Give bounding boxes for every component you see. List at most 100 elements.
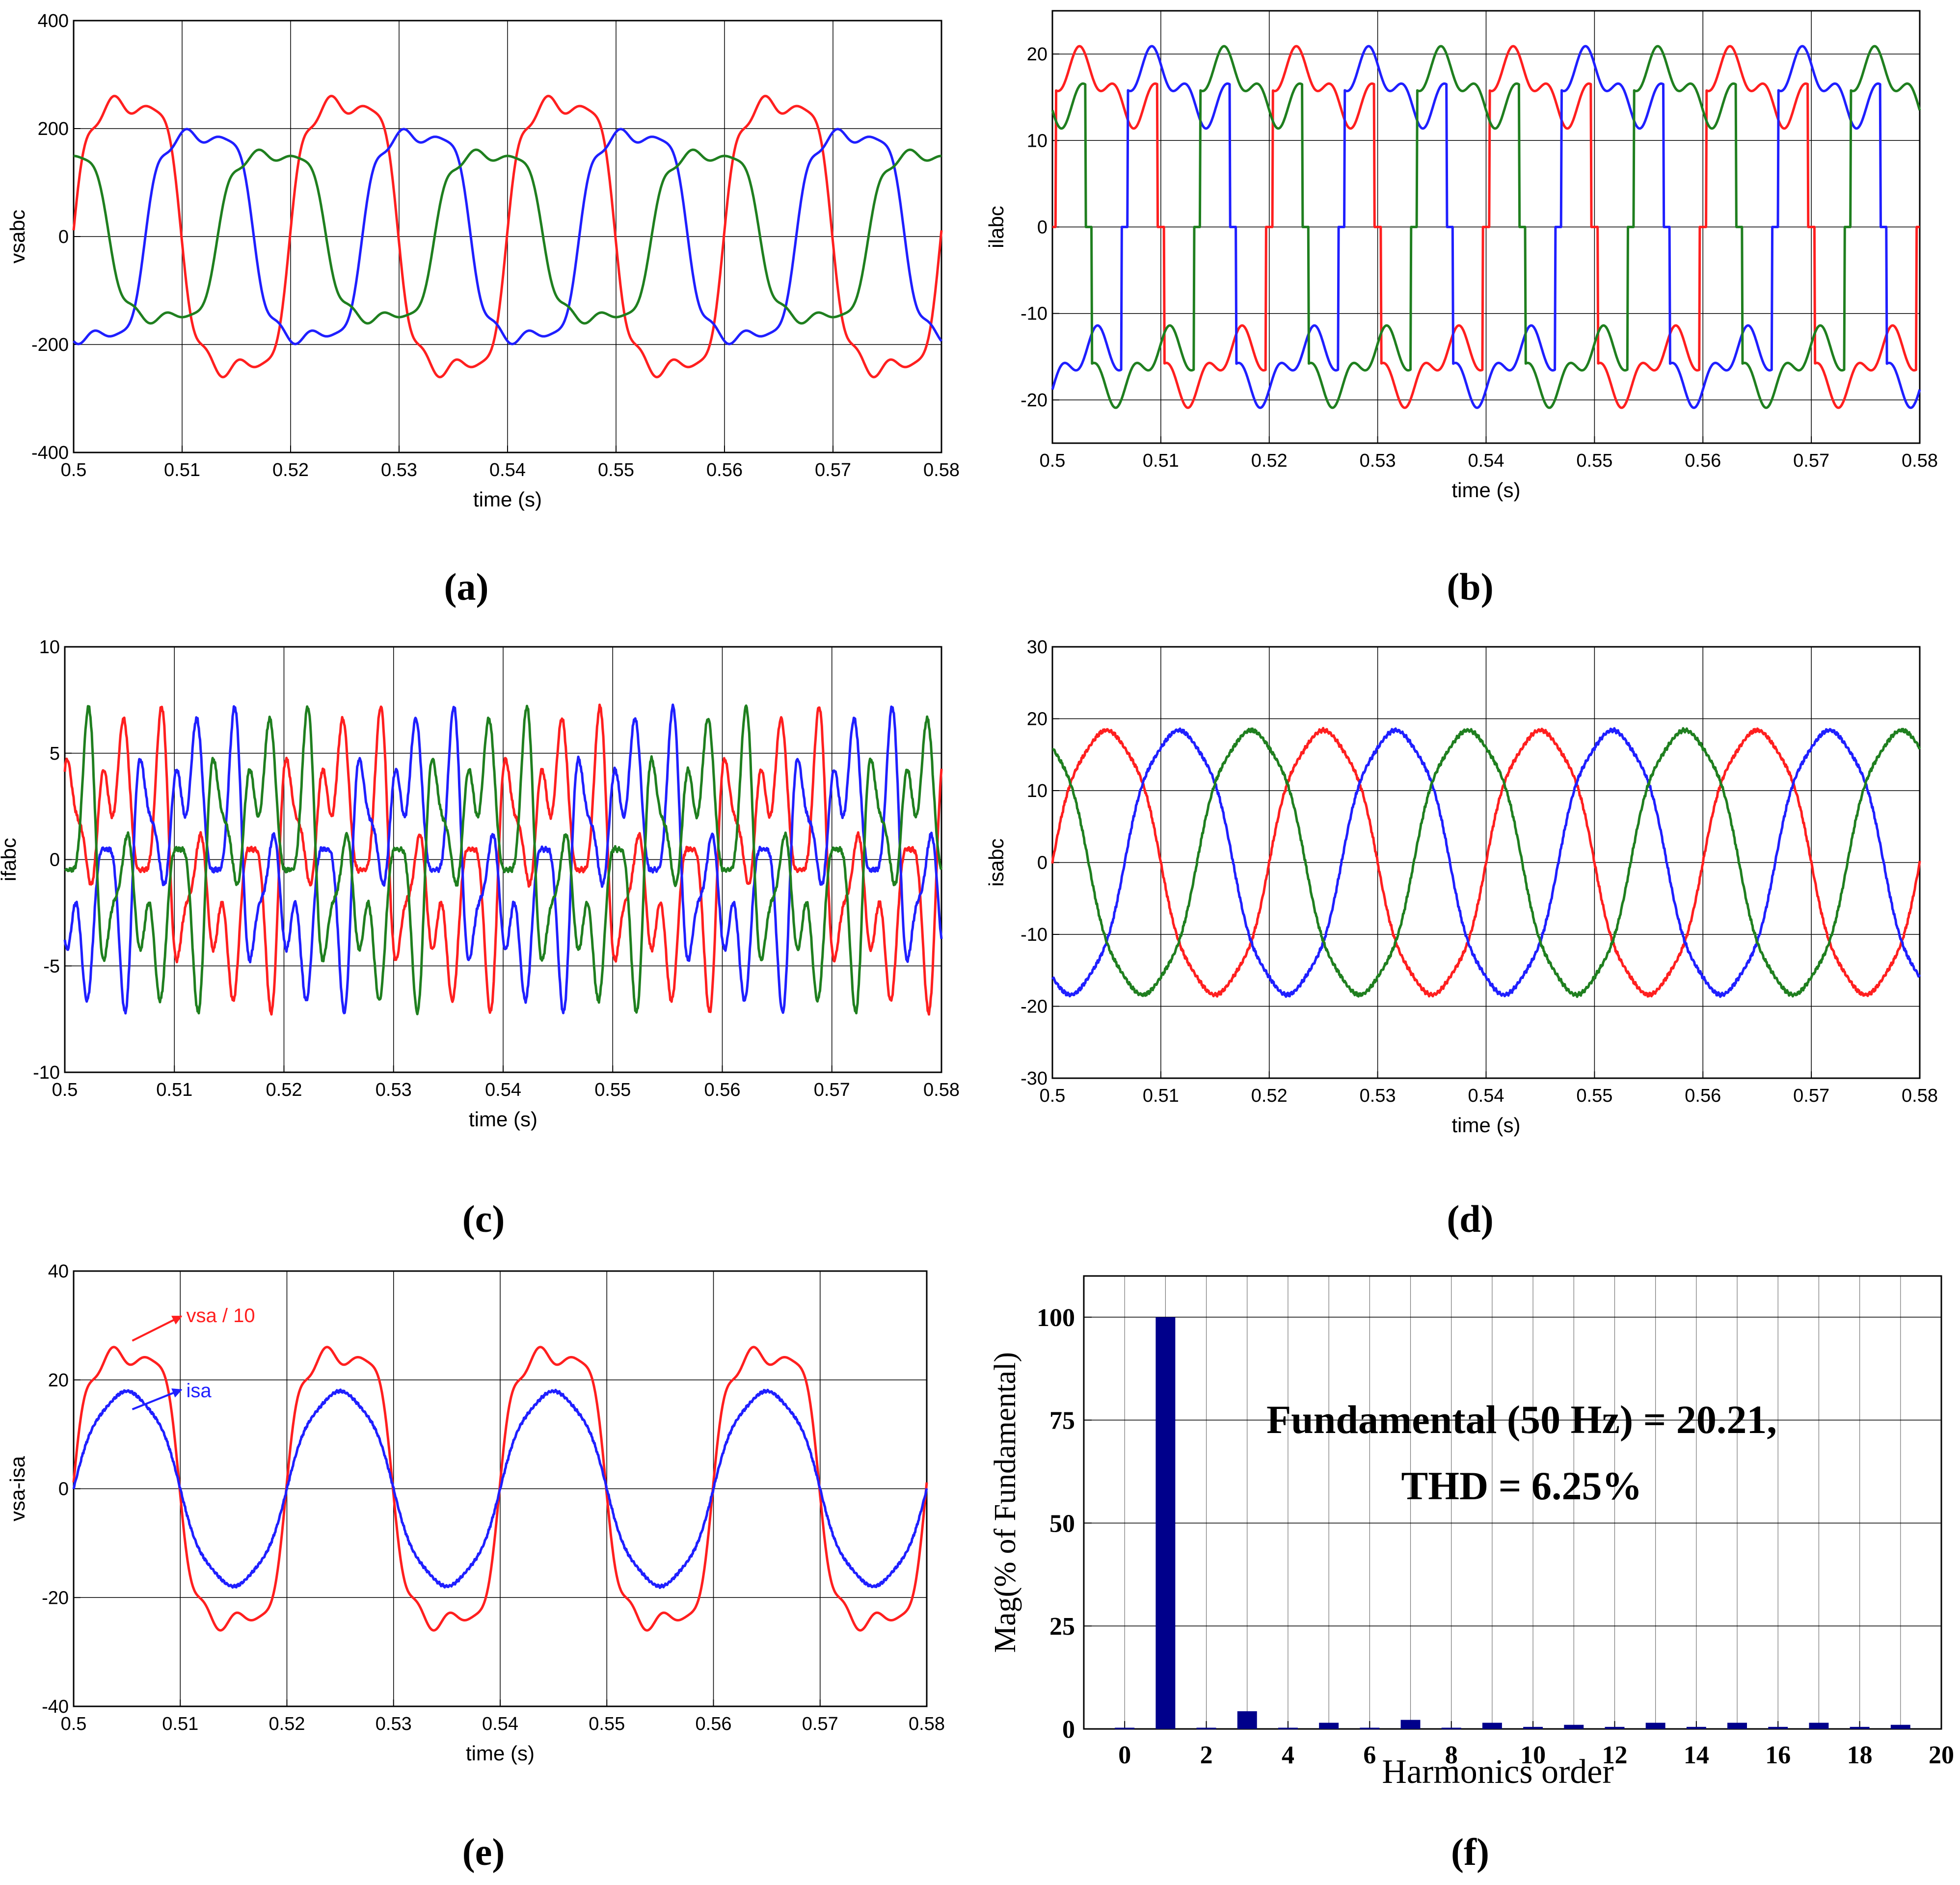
- series-line-ifa: [63, 703, 943, 1016]
- x-tick-label: 0.54: [485, 1080, 521, 1100]
- x-tick-label: 0.57: [1793, 1086, 1829, 1106]
- x-tick-label: 0.5: [1040, 451, 1066, 471]
- y-tick-label: -10: [1020, 925, 1047, 945]
- y-tick-label: -20: [1020, 997, 1047, 1017]
- panel-label-c: (c): [462, 1197, 505, 1240]
- x-tick-label: 12: [1602, 1741, 1627, 1769]
- plot-area: [1083, 1275, 1942, 1730]
- series-line-vsa-10: [72, 1346, 928, 1632]
- y-axis-label: isabc: [985, 838, 1008, 886]
- bar-harmonic-12: [1605, 1726, 1625, 1729]
- bar-harmonic-2: [1196, 1727, 1216, 1729]
- legend-label-isa: isa: [186, 1380, 212, 1402]
- x-tick-label: 4: [1282, 1741, 1294, 1769]
- x-tick-label: 0.56: [1685, 451, 1721, 471]
- chart-f: 100 75 50 25 0 0 2 4 6 8 10 12 14 16 18 20 Harmonics ord…: [989, 1275, 1954, 1791]
- annotation-fundamental: Fundamental (50 Hz) = 20.21,: [1266, 1397, 1777, 1442]
- bar-harmonic-13: [1645, 1723, 1665, 1729]
- series-line-ilc: [1051, 45, 1921, 409]
- y-tick-label: 10: [1027, 131, 1047, 151]
- y-tick-label: 0: [1037, 853, 1047, 874]
- y-tick-label: -200: [31, 335, 69, 355]
- panel-c: (c): [462, 1197, 505, 1240]
- chart-d: 0.5 0.51 0.52 0.53 0.54 0.55 0.56 0.57 0.58 30 20 1…: [985, 637, 1938, 1137]
- x-tick-label: 0.57: [814, 1080, 850, 1100]
- x-axis-label: time (s): [466, 1742, 535, 1765]
- legend-label-vsa: vsa / 10: [186, 1305, 255, 1327]
- x-tick-label: 6: [1363, 1741, 1376, 1769]
- y-tick-label: 20: [1027, 44, 1047, 65]
- panel-b: (b): [1447, 565, 1493, 608]
- bar-harmonic-14: [1686, 1726, 1706, 1729]
- panel-d: (d): [1447, 1197, 1493, 1240]
- y-tick-label: 40: [48, 1261, 69, 1282]
- x-axis-label: time (s): [1452, 1114, 1521, 1137]
- y-tick-label: 0: [58, 227, 69, 247]
- x-tick-label: 0.53: [376, 1714, 412, 1734]
- series-line-ifc: [64, 704, 943, 1015]
- series-line-ifb: [63, 703, 943, 1015]
- y-tick-label: 0: [58, 1479, 69, 1500]
- x-tick-label: 0.57: [802, 1714, 838, 1734]
- panel-label-e: (e): [462, 1831, 505, 1873]
- x-tick-label: 0.54: [1468, 451, 1504, 471]
- y-axis-label: ilabc: [985, 206, 1008, 248]
- chart-e: 0.5 0.51 0.52 0.53 0.54 0.55 0.56 0.57 0.58 40 20 0…: [6, 1261, 945, 1765]
- panel-label-a: (a): [444, 565, 489, 608]
- y-tick-label: 5: [50, 743, 60, 764]
- y-tick-label: 100: [1037, 1304, 1075, 1332]
- x-tick-label: 0.54: [1468, 1086, 1504, 1106]
- bar-harmonic-4: [1278, 1727, 1298, 1729]
- x-tick-label: 0.51: [164, 460, 200, 480]
- y-axis-label: ifabc: [0, 838, 20, 881]
- series-line-isa: [1051, 727, 1921, 998]
- series-line-isb: [1051, 727, 1921, 998]
- y-tick-label: 20: [48, 1370, 69, 1391]
- x-tick-label: 0.5: [1040, 1086, 1066, 1106]
- x-tick-label: 0.52: [272, 460, 309, 480]
- x-tick-label: 0.53: [1360, 1086, 1396, 1106]
- x-tick-label: 0.52: [1251, 1086, 1288, 1106]
- bar-harmonic-11: [1564, 1725, 1584, 1729]
- x-tick-label: 14: [1684, 1741, 1709, 1769]
- bar-harmonic-6: [1360, 1727, 1380, 1729]
- y-tick-label: 200: [38, 119, 69, 139]
- x-tick-label: 0.58: [1902, 1086, 1938, 1106]
- x-tick-label: 0.55: [589, 1714, 625, 1734]
- x-tick-label: 0.58: [909, 1714, 945, 1734]
- x-tick-label: 0.52: [1251, 451, 1288, 471]
- x-tick-label: 0.54: [489, 460, 526, 480]
- x-tick-label: 0.56: [706, 460, 743, 480]
- x-tick-label: 10: [1520, 1741, 1546, 1769]
- x-tick-label: 0.5: [61, 460, 87, 480]
- x-tick-label: 0.56: [704, 1080, 741, 1100]
- x-tick-label: 0.57: [1793, 451, 1829, 471]
- series-line-isc: [1051, 727, 1921, 998]
- x-tick-label: 0.51: [1143, 1086, 1179, 1106]
- y-axis-label: Mag(% of Fundamental): [989, 1352, 1022, 1653]
- bar-harmonic-8: [1441, 1727, 1461, 1729]
- x-tick-label: 0.56: [1685, 1086, 1721, 1106]
- y-tick-label: 0: [1062, 1716, 1075, 1744]
- y-tick-label: 30: [1027, 637, 1047, 658]
- x-tick-label: 0.5: [52, 1080, 78, 1100]
- y-tick-label: 10: [39, 637, 60, 658]
- x-axis-label: time (s): [473, 488, 542, 511]
- panel-a: (a): [444, 565, 489, 608]
- x-tick-label: 8: [1445, 1741, 1458, 1769]
- x-tick-label: 0.55: [598, 460, 634, 480]
- chart-a: 0.5 0.51 0.52 0.53 0.54 0.55 0.56 0.57 0.58 400 20…: [6, 11, 960, 511]
- annotation-thd: THD = 6.25%: [1401, 1463, 1642, 1508]
- x-tick-label: 20: [1929, 1741, 1954, 1769]
- y-tick-label: -5: [43, 956, 60, 977]
- y-tick-label: 0: [1037, 217, 1047, 238]
- chart-b: 0.5 0.51 0.52 0.53 0.54 0.55 0.56 0.57 0.58 20 10 0…: [985, 10, 1938, 502]
- y-axis-label: vsa-isa: [6, 1456, 29, 1521]
- series-line-ila: [1051, 45, 1921, 409]
- series-line-isa: [72, 1388, 928, 1589]
- panel-label-d: (d): [1447, 1197, 1493, 1240]
- x-tick-label: 0.55: [1576, 451, 1612, 471]
- y-tick-label: -30: [1020, 1068, 1047, 1089]
- panel-label-b: (b): [1447, 565, 1493, 608]
